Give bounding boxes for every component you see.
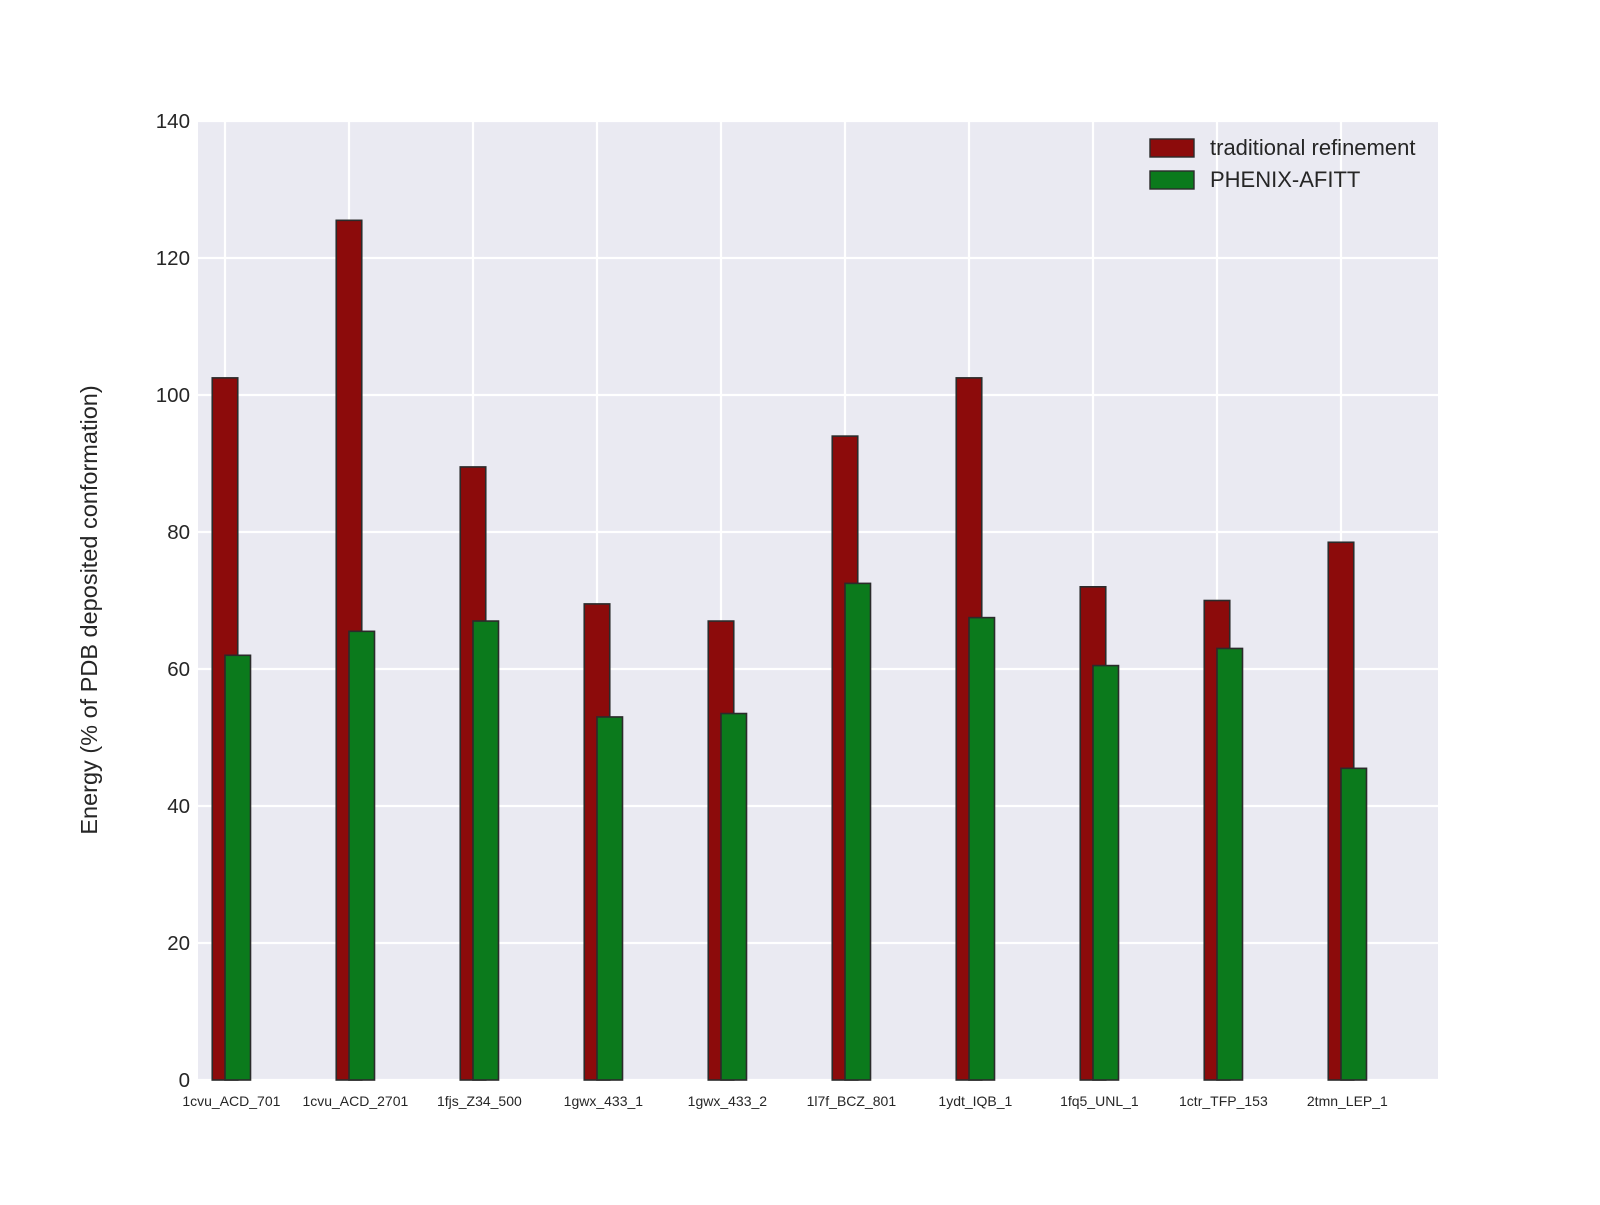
svg-text:1gwx_433_1: 1gwx_433_1 xyxy=(564,1093,644,1109)
svg-text:PHENIX-AFITT: PHENIX-AFITT xyxy=(1210,167,1360,192)
svg-text:0: 0 xyxy=(179,1069,190,1092)
svg-text:1ctr_TFP_153: 1ctr_TFP_153 xyxy=(1179,1093,1268,1109)
svg-text:100: 100 xyxy=(156,384,190,407)
svg-text:2tmn_LEP_1: 2tmn_LEP_1 xyxy=(1307,1093,1388,1109)
svg-text:1fq5_UNL_1: 1fq5_UNL_1 xyxy=(1060,1093,1139,1109)
svg-text:Energy (% of PDB deposited con: Energy (% of PDB deposited conformation) xyxy=(76,385,102,834)
svg-text:1l7f_BCZ_801: 1l7f_BCZ_801 xyxy=(807,1093,897,1109)
svg-text:traditional refinement: traditional refinement xyxy=(1210,135,1415,160)
svg-text:40: 40 xyxy=(167,795,190,818)
svg-text:1ydt_IQB_1: 1ydt_IQB_1 xyxy=(938,1093,1012,1109)
svg-text:120: 120 xyxy=(156,247,190,270)
svg-text:1cvu_ACD_701: 1cvu_ACD_701 xyxy=(182,1093,280,1109)
svg-text:20: 20 xyxy=(167,932,190,955)
svg-text:1gwx_433_2: 1gwx_433_2 xyxy=(688,1093,768,1109)
svg-text:1fjs_Z34_500: 1fjs_Z34_500 xyxy=(437,1093,522,1109)
svg-text:60: 60 xyxy=(167,658,190,681)
svg-text:1cvu_ACD_2701: 1cvu_ACD_2701 xyxy=(302,1093,408,1109)
svg-text:140: 140 xyxy=(156,110,190,133)
svg-text:80: 80 xyxy=(167,521,190,544)
